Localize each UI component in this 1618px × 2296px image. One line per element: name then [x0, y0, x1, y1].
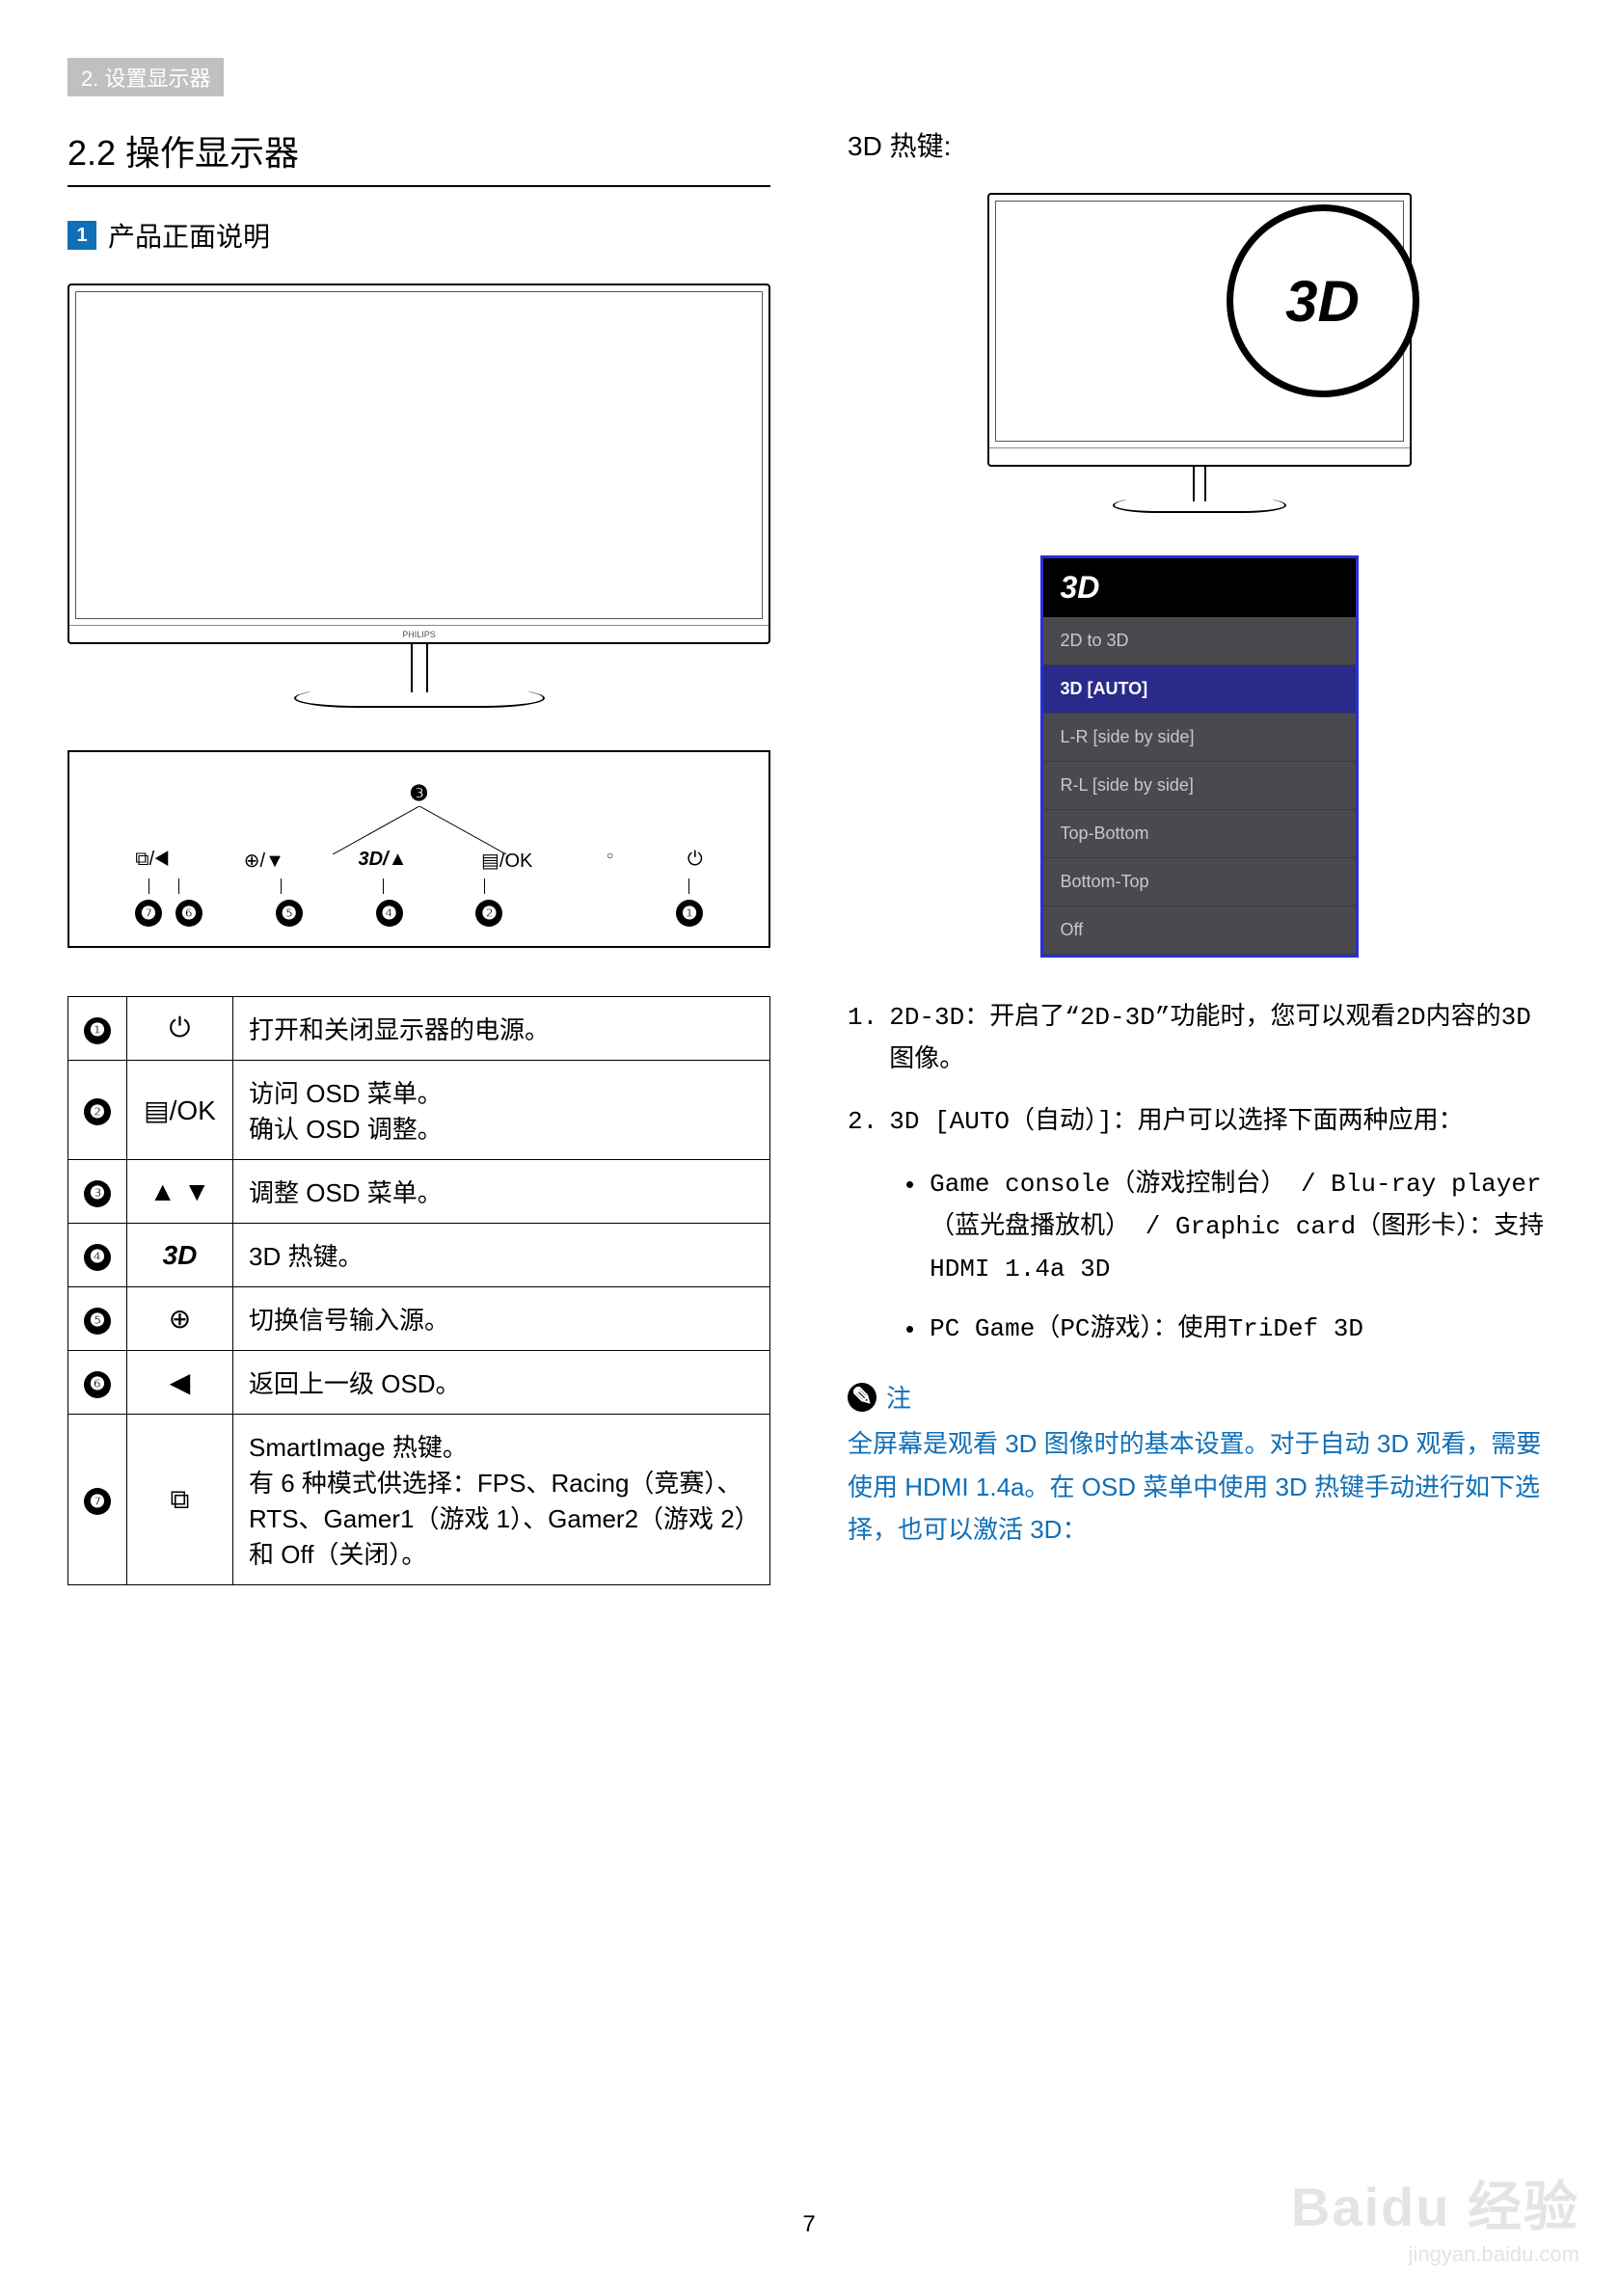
table-row: ❻◀返回上一级 OSD。	[68, 1351, 770, 1415]
diagram-connector-lines	[294, 806, 545, 854]
numbered-item: 2.3D [AUTO（自动）]：用户可以选择下面两种应用：	[848, 1100, 1551, 1143]
row-icon: ◀	[127, 1351, 233, 1415]
row-icon: ⊕	[127, 1287, 233, 1351]
osd-header-label: 3D	[1061, 570, 1100, 605]
numbered-item: 1.2D-3D：开启了“2D-3D”功能时，您可以观看2D内容的3D图像。	[848, 996, 1551, 1081]
table-row: ❹3D3D 热键。	[68, 1224, 770, 1287]
btn-label-led: ○	[607, 849, 613, 873]
row-description: 3D 热键。	[233, 1224, 770, 1287]
btn-label-5: ⊕/▼	[244, 849, 284, 873]
osd-3d-menu: 3D 2D to 3D3D [AUTO]L-R [side by side]R-…	[1040, 555, 1359, 958]
osd-menu-item[interactable]: 3D [AUTO]	[1043, 665, 1356, 714]
table-row: ❼⧉SmartImage 热键。 有 6 种模式供选择：FPS、Racing（竞…	[68, 1415, 770, 1585]
osd-menu-item[interactable]: 2D to 3D	[1043, 617, 1356, 665]
bullet-item: •Game console（游戏控制台） / Blu-ray player（蓝光…	[905, 1163, 1551, 1291]
table-row: ❸▲ ▼调整 OSD 菜单。	[68, 1160, 770, 1224]
note-heading: ✎ 注	[848, 1379, 1551, 1415]
diag-num-2: ❷	[475, 900, 502, 927]
watermark-main: Baidu 经验	[1291, 2164, 1579, 2242]
button-number-row: ❼ ❻ ❺ ❹ ❷ ❶	[98, 900, 740, 927]
row-index: ❻	[68, 1351, 127, 1415]
row-description: 切换信号输入源。	[233, 1287, 770, 1351]
row-index: ❼	[68, 1415, 127, 1585]
sub-heading-number: 1	[67, 221, 96, 250]
row-icon: 3D	[127, 1224, 233, 1287]
row-index: ❷	[68, 1061, 127, 1160]
bezel-brand-label: PHILIPS	[69, 625, 769, 642]
monitor-3d-callout-diagram: 3D	[848, 193, 1551, 517]
sub-heading-text: 产品正面说明	[108, 216, 270, 255]
row-index: ❶	[68, 997, 127, 1061]
bullet-list: •Game console（游戏控制台） / Blu-ray player（蓝光…	[905, 1163, 1551, 1351]
diag-num-5: ❺	[276, 900, 303, 927]
row-description: SmartImage 热键。 有 6 种模式供选择：FPS、Racing（竞赛）…	[233, 1415, 770, 1585]
diagram-top-num: ❸	[410, 781, 429, 805]
row-icon: ⏻	[127, 997, 233, 1061]
row-description: 访问 OSD 菜单。 确认 OSD 调整。	[233, 1061, 770, 1160]
table-row: ❶⏻打开和关闭显示器的电源。	[68, 997, 770, 1061]
bullet-item: •PC Game（PC游戏）：使用TriDef 3D	[905, 1308, 1551, 1350]
right-column-title: 3D 热键:	[848, 125, 1551, 164]
btn-label-1: ⏻	[688, 849, 703, 873]
diag-num-1: ❶	[676, 900, 703, 927]
section-title: 2.2 操作显示器	[67, 125, 770, 187]
row-index: ❺	[68, 1287, 127, 1351]
row-icon: ▲ ▼	[127, 1160, 233, 1224]
monitor-front-diagram: PHILIPS	[67, 284, 770, 712]
watermark: Baidu 经验 jingyan.baidu.com	[1291, 2164, 1579, 2267]
sub-heading: 1 产品正面说明	[67, 216, 770, 255]
row-icon: ⧉	[127, 1415, 233, 1585]
row-icon: ▤/OK	[127, 1061, 233, 1160]
diag-num-7: ❼	[135, 900, 162, 927]
right-column: 3D 热键: 3D 3D 2D to 3D3D [AUTO]L-R [side …	[848, 125, 1551, 1585]
page-number: 7	[802, 2211, 815, 2238]
row-description: 打开和关闭显示器的电源。	[233, 997, 770, 1061]
row-index: ❸	[68, 1160, 127, 1224]
osd-menu-item[interactable]: L-R [side by side]	[1043, 714, 1356, 762]
numbered-explanation-list: 1.2D-3D：开启了“2D-3D”功能时，您可以观看2D内容的3D图像。 2.3…	[848, 996, 1551, 1144]
btn-label-7: ⧉/◀	[135, 849, 170, 873]
diag-num-4: ❹	[376, 900, 403, 927]
osd-menu-item[interactable]: Bottom-Top	[1043, 858, 1356, 906]
note-label: 注	[886, 1379, 911, 1415]
osd-menu-item[interactable]: Top-Bottom	[1043, 810, 1356, 858]
osd-menu-item[interactable]: Off	[1043, 906, 1356, 955]
row-description: 返回上一级 OSD。	[233, 1351, 770, 1415]
note-body-text: 全屏幕是观看 3D 图像时的基本设置。对于自动 3D 观看，需要使用 HDMI …	[848, 1422, 1551, 1551]
table-row: ❷▤/OK访问 OSD 菜单。 确认 OSD 调整。	[68, 1061, 770, 1160]
row-description: 调整 OSD 菜单。	[233, 1160, 770, 1224]
note-icon: ✎	[848, 1383, 876, 1412]
osd-menu-item[interactable]: R-L [side by side]	[1043, 762, 1356, 810]
circle-3d-badge: 3D	[1227, 204, 1419, 397]
button-function-table: ❶⏻打开和关闭显示器的电源。❷▤/OK访问 OSD 菜单。 确认 OSD 调整。…	[67, 996, 770, 1585]
watermark-sub: jingyan.baidu.com	[1291, 2242, 1579, 2267]
table-row: ❺⊕切换信号输入源。	[68, 1287, 770, 1351]
left-column: 2.2 操作显示器 1 产品正面说明 PHILIPS ❸	[67, 125, 770, 1585]
row-index: ❹	[68, 1224, 127, 1287]
button-layout-diagram: ❸ ⧉/◀ ⊕/▼ 3D/▲ ▤/OK ○ ⏻	[67, 750, 770, 948]
breadcrumb: 2. 设置显示器	[67, 58, 224, 96]
diag-num-6: ❻	[175, 900, 202, 927]
osd-menu-header: 3D	[1043, 558, 1356, 617]
